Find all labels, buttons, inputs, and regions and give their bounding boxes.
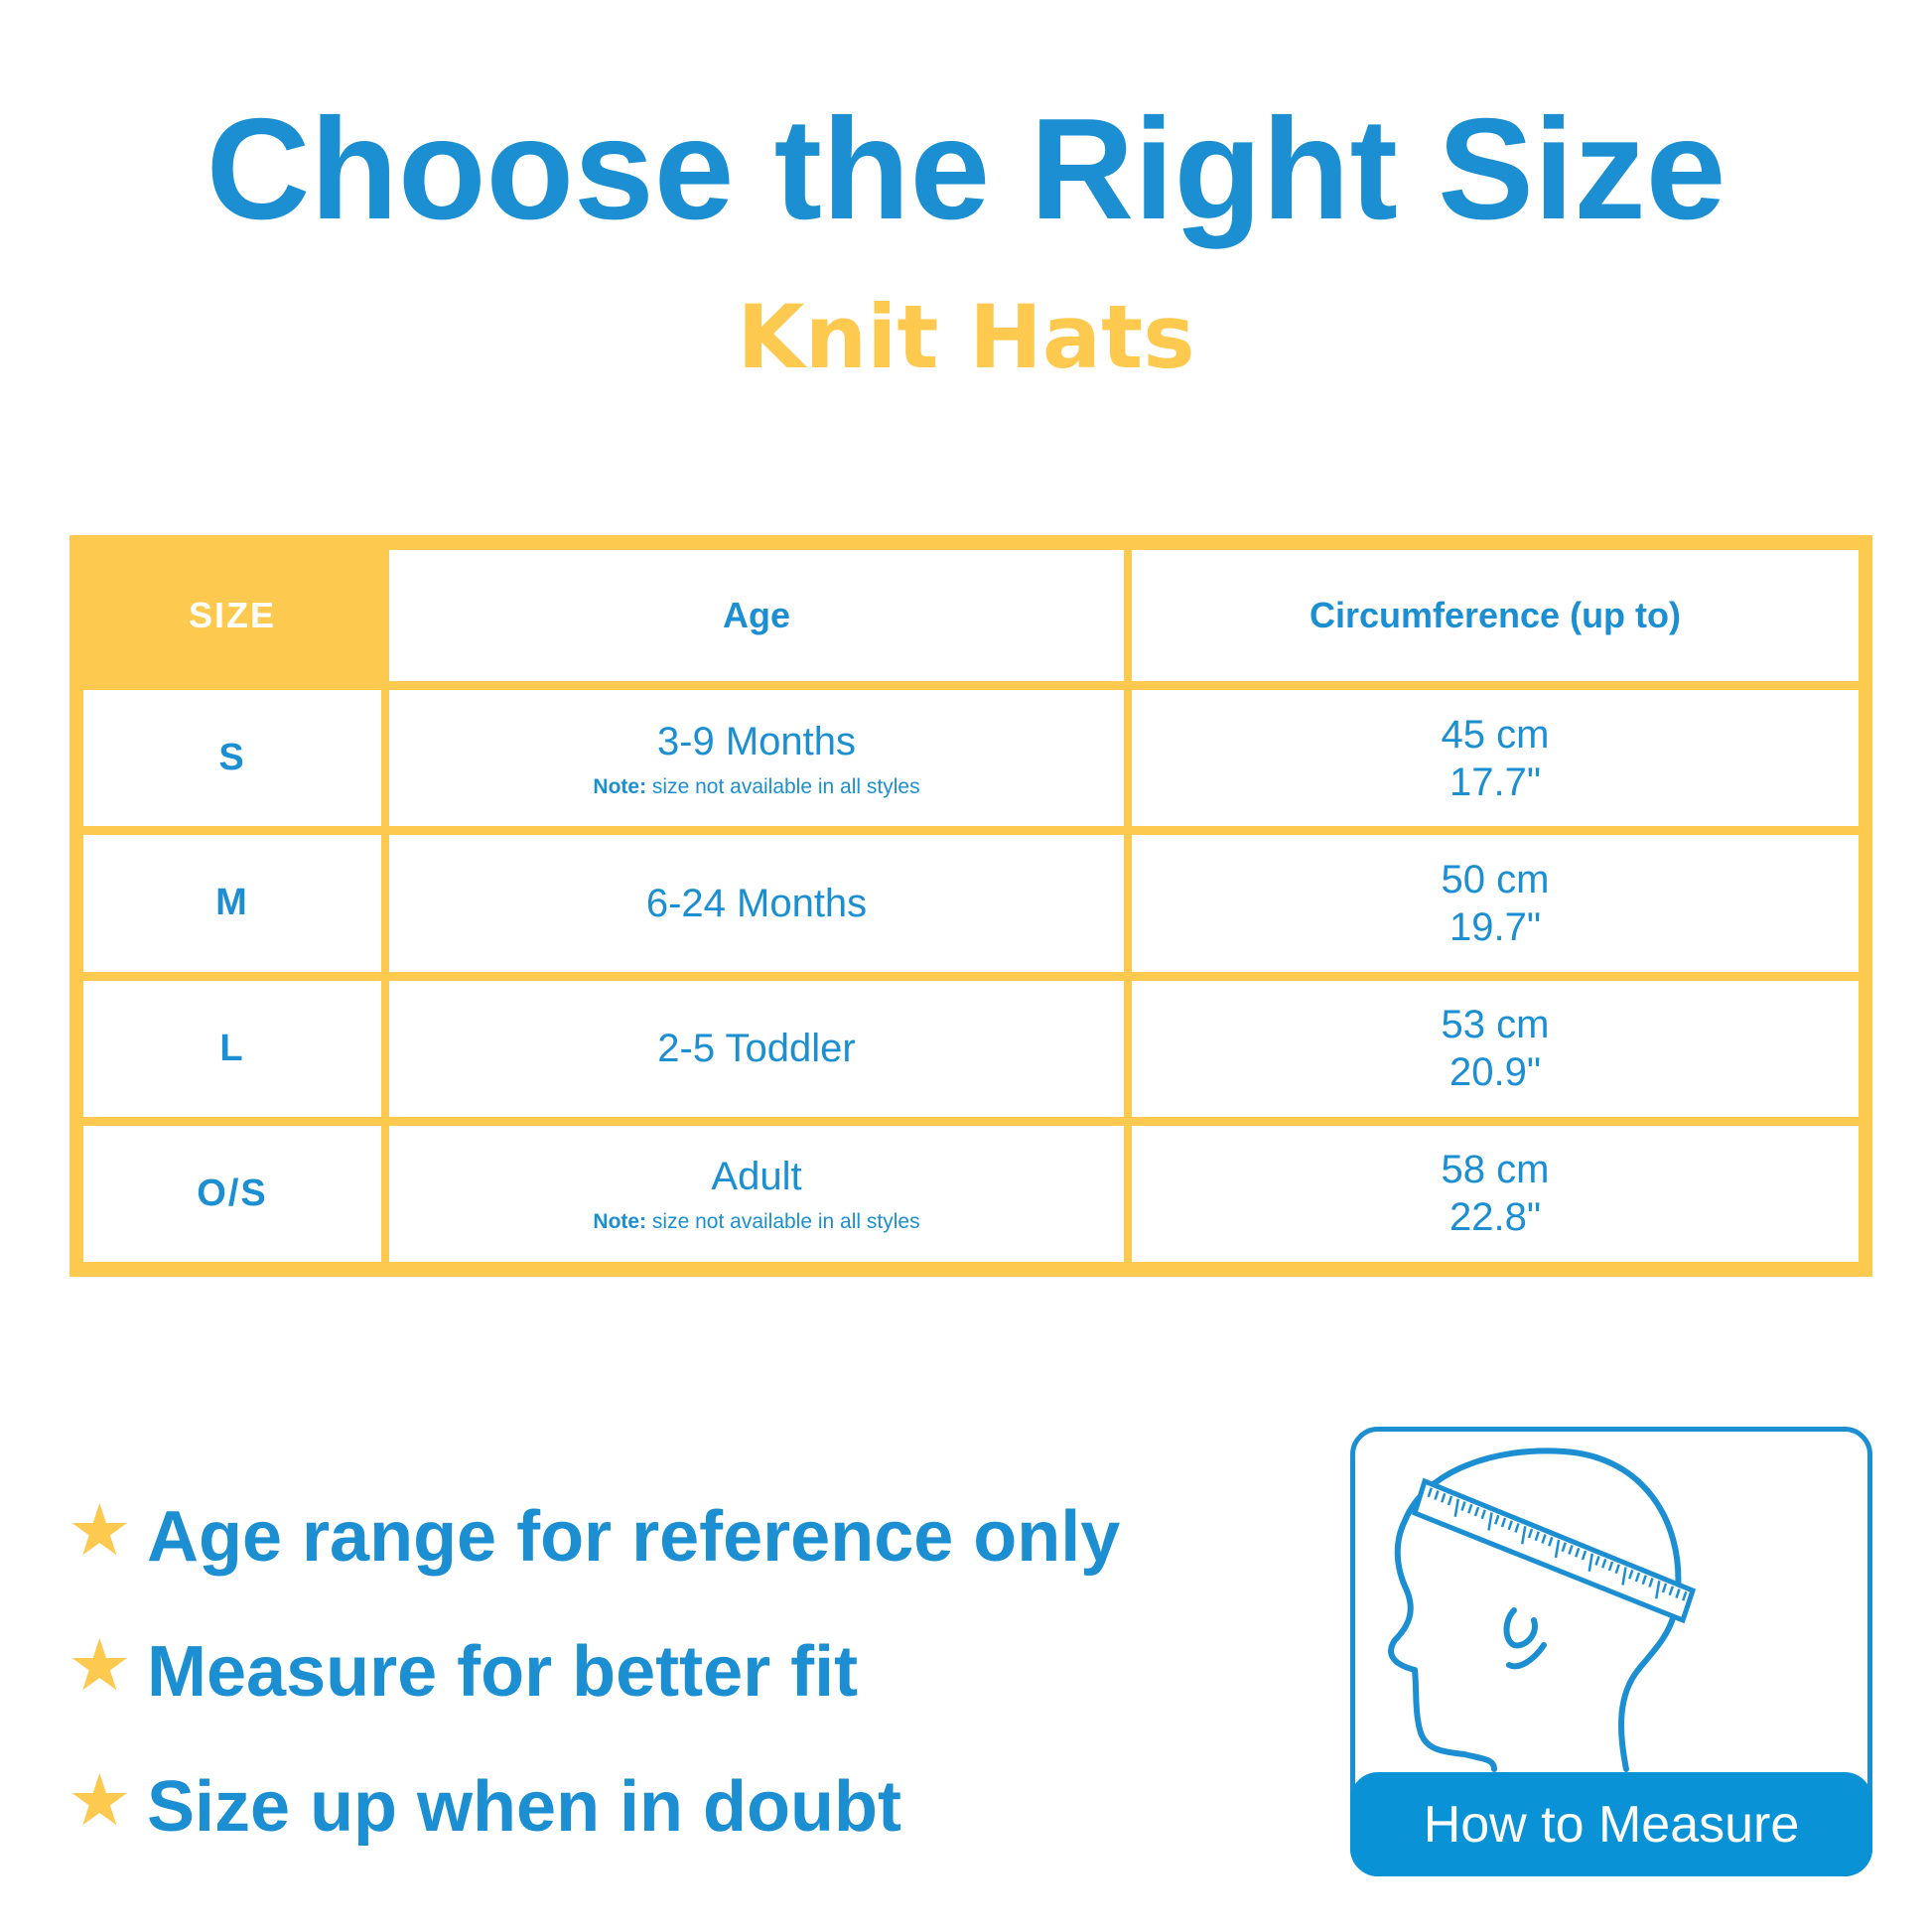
header-size: SIZE	[83, 550, 381, 681]
circumference-cell: 50 cm 19.7"	[1132, 835, 1859, 972]
tip-text: Measure for better fit	[147, 1632, 859, 1712]
tape-tick	[1467, 1503, 1473, 1514]
tape-tick	[1682, 1590, 1688, 1601]
note-label: Note:	[593, 774, 647, 798]
tape-tick	[1607, 1561, 1614, 1572]
tape-tick	[1587, 1553, 1593, 1572]
page-title: Choose the Right Size	[206, 88, 1726, 249]
size-table: SIZE Age Circumference (up to) S 3-9 Mon…	[69, 535, 1872, 1277]
tape-tick	[1500, 1517, 1507, 1528]
tape-tick	[1675, 1588, 1681, 1598]
size-cell: M	[83, 835, 381, 972]
circumference-cell: 45 cm 17.7"	[1132, 690, 1859, 827]
tape-tick	[1521, 1526, 1527, 1545]
inch-value: 22.8"	[1449, 1195, 1542, 1240]
tape-tick	[1568, 1545, 1574, 1555]
tape-tick	[1460, 1501, 1466, 1511]
tape-tick	[1621, 1567, 1627, 1586]
tape-tick	[1648, 1578, 1654, 1587]
tip-text: Age range for reference only	[147, 1497, 1121, 1577]
circumference-cell: 58 cm 22.8"	[1132, 1125, 1859, 1262]
tape-tick	[1447, 1495, 1453, 1506]
tape-tick	[1514, 1523, 1520, 1533]
tip-text: Size up when in doubt	[147, 1767, 901, 1847]
tape-tick	[1507, 1520, 1513, 1531]
inch-value: 19.7"	[1449, 904, 1542, 949]
size-cell: L	[83, 980, 381, 1117]
note-text: size not available in all styles	[646, 774, 920, 798]
tape-tick	[1441, 1492, 1447, 1503]
age-value: Adult	[711, 1155, 802, 1199]
note-text: size not available in all styles	[646, 1210, 920, 1234]
note-label: Note:	[593, 1210, 647, 1234]
age-cell: Adult Note: size not available in all st…	[389, 1125, 1124, 1262]
age-cell: 3-9 Months Note: size not available in a…	[389, 690, 1124, 827]
tape-tick	[1434, 1490, 1440, 1500]
age-value: 3-9 Months	[656, 719, 857, 763]
tape-tick	[1601, 1558, 1607, 1569]
page-subtitle: Knit Hats	[737, 286, 1195, 388]
inch-value: 20.9"	[1449, 1050, 1542, 1095]
star-icon: ★	[68, 1488, 132, 1572]
cm-value: 53 cm	[1441, 1003, 1550, 1047]
note: Note: size not available in all styles	[593, 1210, 919, 1234]
tape-tick	[1668, 1586, 1674, 1596]
inch-value: 17.7"	[1449, 759, 1542, 804]
tape-tick	[1453, 1498, 1459, 1517]
how-to-measure-label: How to Measure	[1350, 1772, 1872, 1876]
header-circumference: Circumference (up to)	[1132, 550, 1859, 681]
tape-tick	[1581, 1550, 1587, 1561]
age-cell: 2-5 Toddler	[389, 980, 1124, 1117]
measuring-tape	[1411, 1477, 1697, 1624]
age-value: 2-5 Toddler	[657, 1027, 856, 1071]
how-to-measure-card: How to Measure	[1350, 1427, 1872, 1876]
tip-item: ★ Size up when in doubt	[68, 1739, 1328, 1874]
tape-tick	[1554, 1539, 1561, 1559]
tape-tick	[1534, 1531, 1540, 1542]
tape-tick	[1561, 1542, 1567, 1553]
cm-value: 45 cm	[1441, 712, 1550, 757]
tape-tick	[1527, 1528, 1534, 1539]
tape-tick	[1655, 1581, 1661, 1599]
tape-tick	[1427, 1487, 1433, 1498]
tape-tick	[1575, 1547, 1581, 1558]
size-cell: S	[83, 690, 381, 827]
cm-value: 58 cm	[1441, 1148, 1550, 1192]
tape-tick	[1594, 1556, 1600, 1566]
tape-tick	[1480, 1509, 1486, 1520]
tape-tick	[1641, 1575, 1647, 1586]
tips-list: ★ Age range for reference only ★ Measure f…	[68, 1469, 1328, 1874]
age-value: 6-24 Months	[645, 881, 868, 925]
tape-tick	[1548, 1536, 1554, 1547]
tape-tick	[1634, 1572, 1641, 1583]
tip-item: ★ Measure for better fit	[68, 1604, 1328, 1739]
star-icon: ★	[68, 1623, 132, 1707]
tape-tick	[1494, 1514, 1500, 1525]
tip-item: ★ Age range for reference only	[68, 1469, 1328, 1604]
age-cell: 6-24 Months	[389, 835, 1124, 972]
tape-tick	[1473, 1506, 1480, 1517]
tape-tick	[1661, 1583, 1668, 1593]
tape-tick	[1614, 1564, 1620, 1575]
circumference-cell: 53 cm 20.9"	[1132, 980, 1859, 1117]
tape-tick	[1628, 1569, 1634, 1580]
head-measuring-tape-icon	[1388, 1448, 1697, 1772]
size-cell: O/S	[83, 1125, 381, 1262]
cm-value: 50 cm	[1441, 857, 1550, 901]
note: Note: size not available in all styles	[593, 775, 919, 799]
star-icon: ★	[68, 1758, 132, 1842]
tape-tick	[1541, 1534, 1547, 1544]
header-age: Age	[389, 550, 1124, 681]
tape-tick	[1487, 1512, 1493, 1531]
